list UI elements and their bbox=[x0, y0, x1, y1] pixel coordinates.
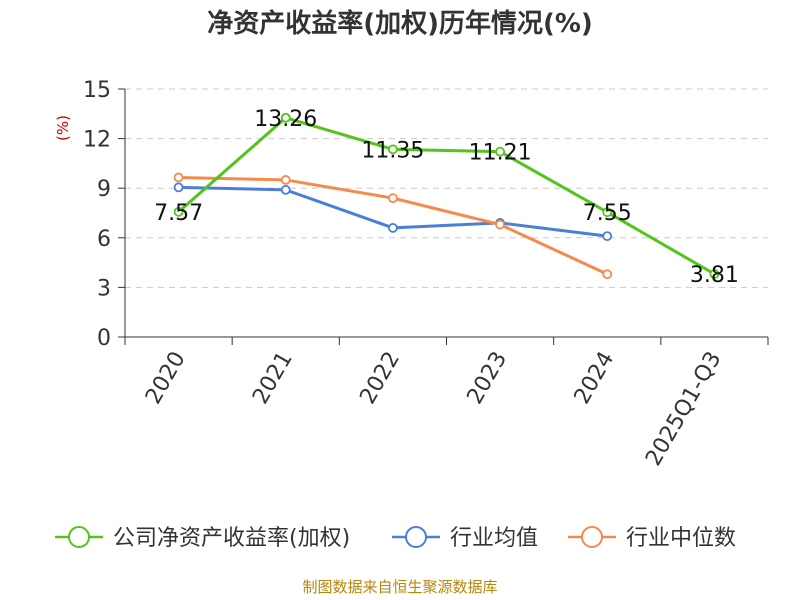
x-tick-label: 2024 bbox=[570, 348, 620, 409]
legend[interactable]: 公司净资产收益率(加权) 行业均值 行业中位数 bbox=[55, 526, 736, 551]
data-label: 7.57 bbox=[154, 201, 203, 226]
legend-item-2[interactable]: 行业中位数 bbox=[568, 526, 736, 551]
data-label: 11.35 bbox=[361, 138, 424, 163]
legend-item-1[interactable]: 行业均值 bbox=[392, 526, 538, 551]
data-point-s1-2[interactable] bbox=[388, 222, 398, 233]
legend-label: 公司净资产收益率(加权) bbox=[113, 526, 350, 551]
data-point-s1-0[interactable] bbox=[173, 182, 184, 193]
y-tick-label: 9 bbox=[97, 177, 111, 202]
legend-label: 行业中位数 bbox=[626, 526, 736, 551]
data-label: 11.21 bbox=[469, 141, 532, 166]
data-point-s2-3[interactable] bbox=[495, 219, 505, 230]
data-point-s0-5[interactable] bbox=[709, 269, 720, 279]
data-point-s0-4[interactable] bbox=[602, 207, 613, 218]
data-point-s0-3[interactable] bbox=[495, 146, 505, 157]
y-axis-label: (%) bbox=[54, 115, 72, 141]
data-label: 7.55 bbox=[583, 201, 632, 226]
x-tick-label: 2022 bbox=[355, 348, 405, 409]
y-tick-label: 6 bbox=[97, 227, 111, 252]
x-tick-label: 2021 bbox=[248, 348, 298, 409]
data-point-s0-0[interactable] bbox=[173, 206, 184, 217]
x-tick-label: 2025Q1-Q3 bbox=[641, 348, 726, 471]
legend-marker bbox=[68, 526, 90, 548]
data-point-s2-1[interactable] bbox=[280, 175, 291, 185]
legend-label: 行业均值 bbox=[450, 526, 538, 551]
data-labels: 7.57 13.26 11.35 11.21 7.55 3.81 bbox=[154, 107, 739, 288]
source-note: 制图数据来自恒生聚源数据库 bbox=[302, 578, 497, 596]
legend-marker bbox=[581, 526, 603, 548]
y-tick-label: 3 bbox=[97, 276, 111, 301]
y-tick-label: 15 bbox=[83, 78, 111, 103]
grid-lines bbox=[125, 88, 768, 288]
data-point-s2-2[interactable] bbox=[388, 193, 398, 204]
data-point-s2-0[interactable] bbox=[173, 172, 184, 183]
legend-marker bbox=[405, 526, 427, 548]
axes bbox=[118, 88, 769, 345]
data-point-s0-1[interactable] bbox=[280, 112, 291, 123]
series-line-0 bbox=[177, 116, 716, 276]
data-point-s2-4[interactable] bbox=[602, 269, 613, 280]
series-group bbox=[173, 112, 720, 280]
data-label: 3.81 bbox=[690, 263, 739, 288]
x-tick-label: 2023 bbox=[463, 348, 513, 409]
x-tick-label: 2020 bbox=[141, 348, 191, 409]
chart-title: 净资产收益率(加权)历年情况(%) bbox=[207, 8, 593, 39]
y-tick-label: 0 bbox=[97, 326, 111, 351]
y-tick-label: 12 bbox=[83, 128, 111, 153]
tick-labels: 0 3 6 9 12 15 2020 2021 2022 2023 2024 2025Q1-Q3 bbox=[83, 78, 727, 470]
data-label: 13.26 bbox=[254, 107, 317, 132]
data-point-s0-2[interactable] bbox=[388, 144, 398, 155]
legend-item-0[interactable]: 公司净资产收益率(加权) bbox=[55, 526, 350, 551]
data-point-s1-4[interactable] bbox=[602, 231, 613, 242]
data-point-s1-1[interactable] bbox=[280, 184, 291, 195]
